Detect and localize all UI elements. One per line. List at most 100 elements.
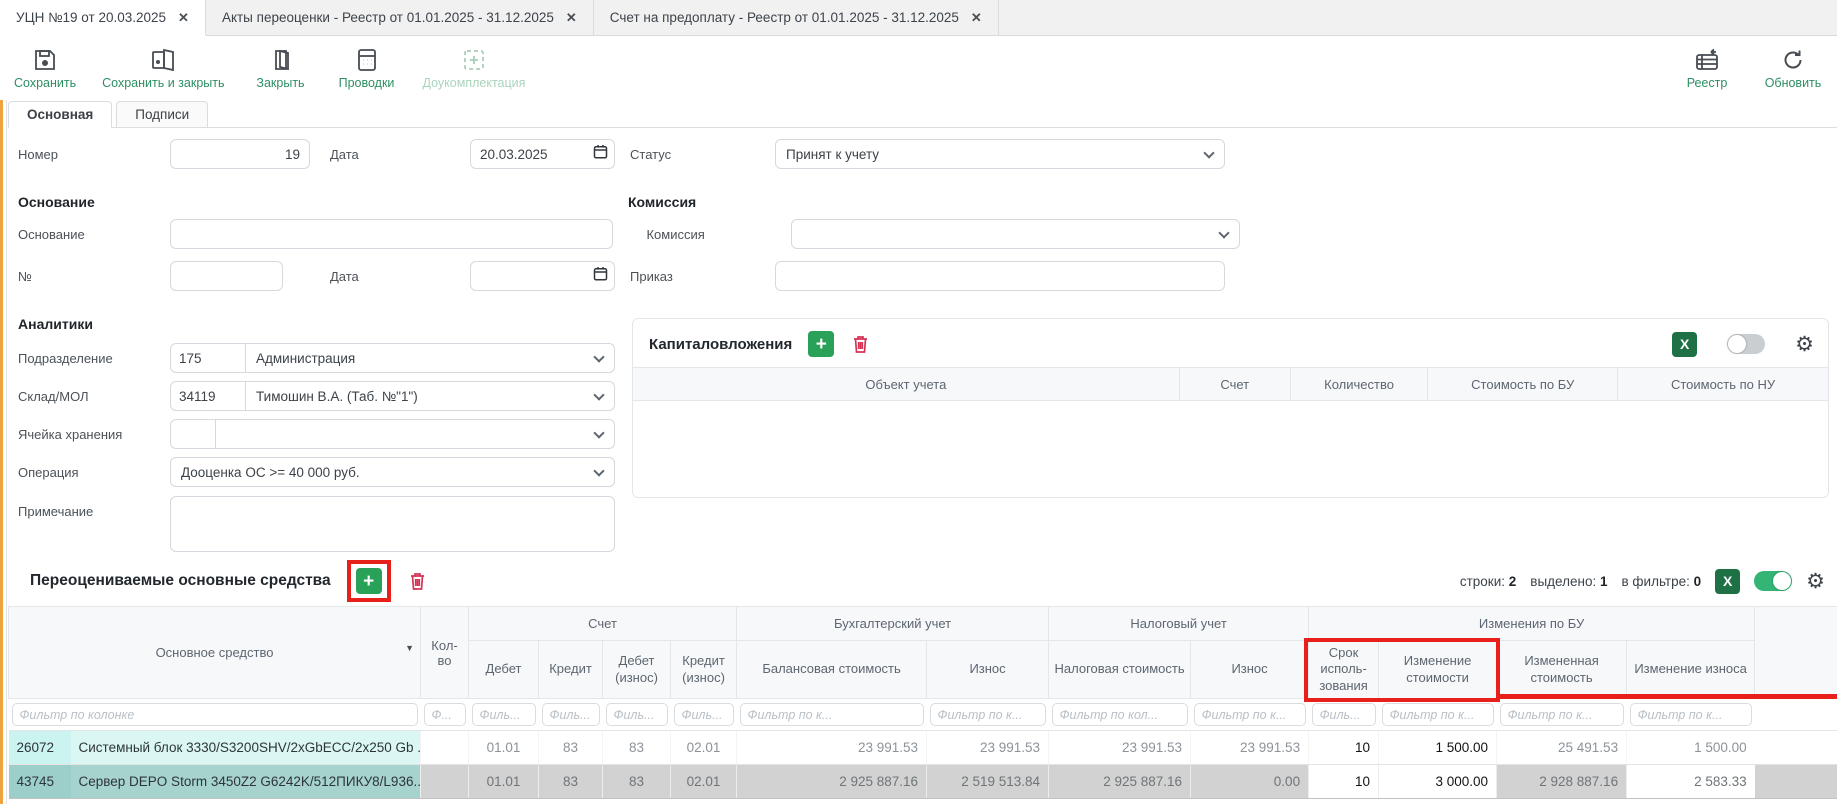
cell-izm-iznosa[interactable]: 2 583.33 [1626,764,1755,799]
cell-kredit-iznos[interactable]: 02.01 [670,730,737,765]
filter-input-os[interactable] [11,703,418,726]
column-header-debet[interactable]: Дебет [468,640,540,699]
column-header-cost-nu[interactable]: Стоимость по НУ [1617,368,1828,400]
column-header-izmenennaya-stoimost[interactable]: Измененная стоимость [1496,640,1628,699]
column-header-kolvo[interactable]: Кол-во [420,606,470,699]
operation-select[interactable]: Дооценка ОС >= 40 000 руб. [170,457,615,487]
calendar-icon[interactable] [593,144,608,164]
fixed-assets-add-button[interactable]: + [355,568,382,594]
column-header-kredit-iznos[interactable]: Кредит (износ) [670,640,738,699]
row-id-cell[interactable]: 26072 [8,730,71,765]
filter-input-srok[interactable] [1311,703,1376,726]
column-header-object[interactable]: Объект учета [865,376,947,392]
column-header-os[interactable]: Основное средство ▼ [7,606,422,699]
column-header-account[interactable]: Счет [1178,368,1290,400]
table-row[interactable]: 43745 Сервер DEPO Storm 3450Z2 G6242K/512… [8,764,1837,799]
date-field[interactable] [470,139,615,169]
column-header-cost-bu[interactable]: Стоимость по БУ [1427,368,1617,400]
filter-input-debet[interactable] [471,703,536,726]
cell-balans-stoimost[interactable]: 23 991.53 [736,730,927,765]
filter-input-izm-stoimosti[interactable] [1381,703,1494,726]
division-select[interactable]: 175 Администрация [170,343,615,373]
cell-nalog-stoimost[interactable]: 23 991.53 [1048,730,1191,765]
save-and-close-button[interactable]: Сохранить и закрыть [102,47,225,90]
window-tab-prepayment-invoice[interactable]: Счет на предоплату - Реестр от 01.01.202… [593,0,999,35]
cell-balans-stoimost[interactable]: 2 925 887.16 [736,764,927,799]
fixed-assets-filter-toggle[interactable] [1754,571,1793,591]
fixed-assets-delete-button[interactable] [407,570,428,592]
cell-kredit[interactable]: 83 [538,764,603,799]
row-id-cell[interactable]: 43745 [8,764,71,799]
status-select[interactable]: Принят к учету [775,139,1225,169]
cell-srok[interactable]: 10 [1308,730,1379,765]
close-icon[interactable]: ✕ [565,9,577,25]
registry-button[interactable]: Реестр [1677,47,1737,90]
cell-izm-iznosa[interactable]: 1 500.00 [1626,730,1755,765]
cell-debet[interactable]: 01.01 [468,730,539,765]
order-field[interactable] [775,261,1225,291]
save-button[interactable]: Сохранить [14,47,76,90]
capital-excel-button[interactable]: X [1672,331,1698,357]
warehouse-select[interactable]: 34119 Тимошин В.А. (Таб. №"1") [170,381,615,411]
filter-input-nalog-stoimost[interactable] [1051,703,1188,726]
column-header-debet-iznos[interactable]: Дебет (износ) [602,640,672,699]
refresh-button[interactable]: Обновить [1763,47,1823,90]
column-header-kredit[interactable]: Кредит [538,640,604,699]
column-header-nalog-stoimost[interactable]: Налоговая стоимость [1048,640,1192,699]
cell-kolvo[interactable] [420,764,469,799]
number-field[interactable] [170,139,310,169]
cell-nalog-stoimost[interactable]: 2 925 887.16 [1048,764,1191,799]
cell-izm-stoimosti[interactable]: 1 500.00 [1378,730,1497,765]
calendar-icon[interactable] [593,266,608,286]
column-header-balans-stoimost[interactable]: Балансовая стоимость [736,640,928,699]
cell-debet-iznos[interactable]: 83 [602,730,671,765]
fixed-assets-gear-icon[interactable]: ⚙ [1806,569,1825,593]
filter-input-kredit[interactable] [541,703,600,726]
window-tab-revaluation-acts[interactable]: Акты переоценки - Реестр от 01.01.2025 -… [205,0,594,35]
cell-iznos-bu[interactable]: 2 519 513.84 [926,764,1049,799]
basis-field[interactable] [170,219,614,249]
row-name-cell[interactable]: Системный блок 3330/S3200SHV/2xGbECC/2x2… [70,730,421,765]
tab-main[interactable]: Основная [8,101,113,128]
fixed-assets-excel-button[interactable]: X [1715,568,1741,594]
capital-delete-button[interactable] [850,333,871,355]
capital-gear-icon[interactable]: ⚙ [1795,332,1814,356]
cell-iznos-nu[interactable]: 23 991.53 [1190,730,1309,765]
filter-input-kolvo[interactable] [423,703,466,726]
column-header-izm-stoimosti[interactable]: Изменение стоимости [1378,640,1498,699]
cell-izm-stoimosti[interactable]: 3 000.00 [1378,764,1497,799]
cell-debet-iznos[interactable]: 83 [602,764,671,799]
column-header-srok[interactable]: Срок исполь­зования [1308,640,1380,699]
cell-izmenennaya-stoimost[interactable]: 25 491.53 [1496,730,1627,765]
filter-input-kredit-iznos[interactable] [673,703,734,726]
filter-input-debet-iznos[interactable] [605,703,668,726]
column-header-iznos-nu[interactable]: Износ [1190,640,1310,699]
window-tab-document[interactable]: УЦН №19 от 20.03.2025 ✕ [0,0,206,36]
cell-iznos-nu[interactable]: 0.00 [1190,764,1309,799]
cell-iznos-bu[interactable]: 23 991.53 [926,730,1049,765]
close-icon[interactable]: ✕ [178,9,189,25]
basis-number-field[interactable] [170,261,283,291]
row-name-cell[interactable]: Сервер DEPO Storm 3450Z2 G6242K/512ПИКУ8… [70,764,421,799]
capital-filter-toggle[interactable] [1727,334,1766,354]
postings-button[interactable]: Проводки [337,47,397,90]
filter-input-iznos-bu[interactable] [929,703,1046,726]
column-header-iznos-bu[interactable]: Износ [926,640,1050,699]
close-button[interactable]: Закрыть [251,47,311,90]
table-row[interactable]: 26072 Системный блок 3330/S3200SHV/2xGbEC… [8,730,1837,765]
tab-signatures[interactable]: Подписи [116,101,209,127]
filter-input-izm-iznosa[interactable] [1629,703,1752,726]
column-menu-icon[interactable]: ▼ [405,643,415,653]
cell-debet[interactable]: 01.01 [468,764,539,799]
filter-input-iznos-nu[interactable] [1193,703,1306,726]
filter-input-izmenennaya-stoimost[interactable] [1499,703,1624,726]
storage-cell-select[interactable] [170,419,615,449]
column-header-quantity[interactable]: Количество [1289,368,1427,400]
cell-srok[interactable]: 10 [1308,764,1379,799]
commission-select[interactable] [791,219,1240,249]
basis-date-field[interactable] [470,261,615,291]
cell-izmenennaya-stoimost[interactable]: 2 928 887.16 [1496,764,1627,799]
note-field[interactable] [170,496,615,552]
close-icon[interactable]: ✕ [970,9,982,25]
capital-add-button[interactable]: + [808,331,835,357]
